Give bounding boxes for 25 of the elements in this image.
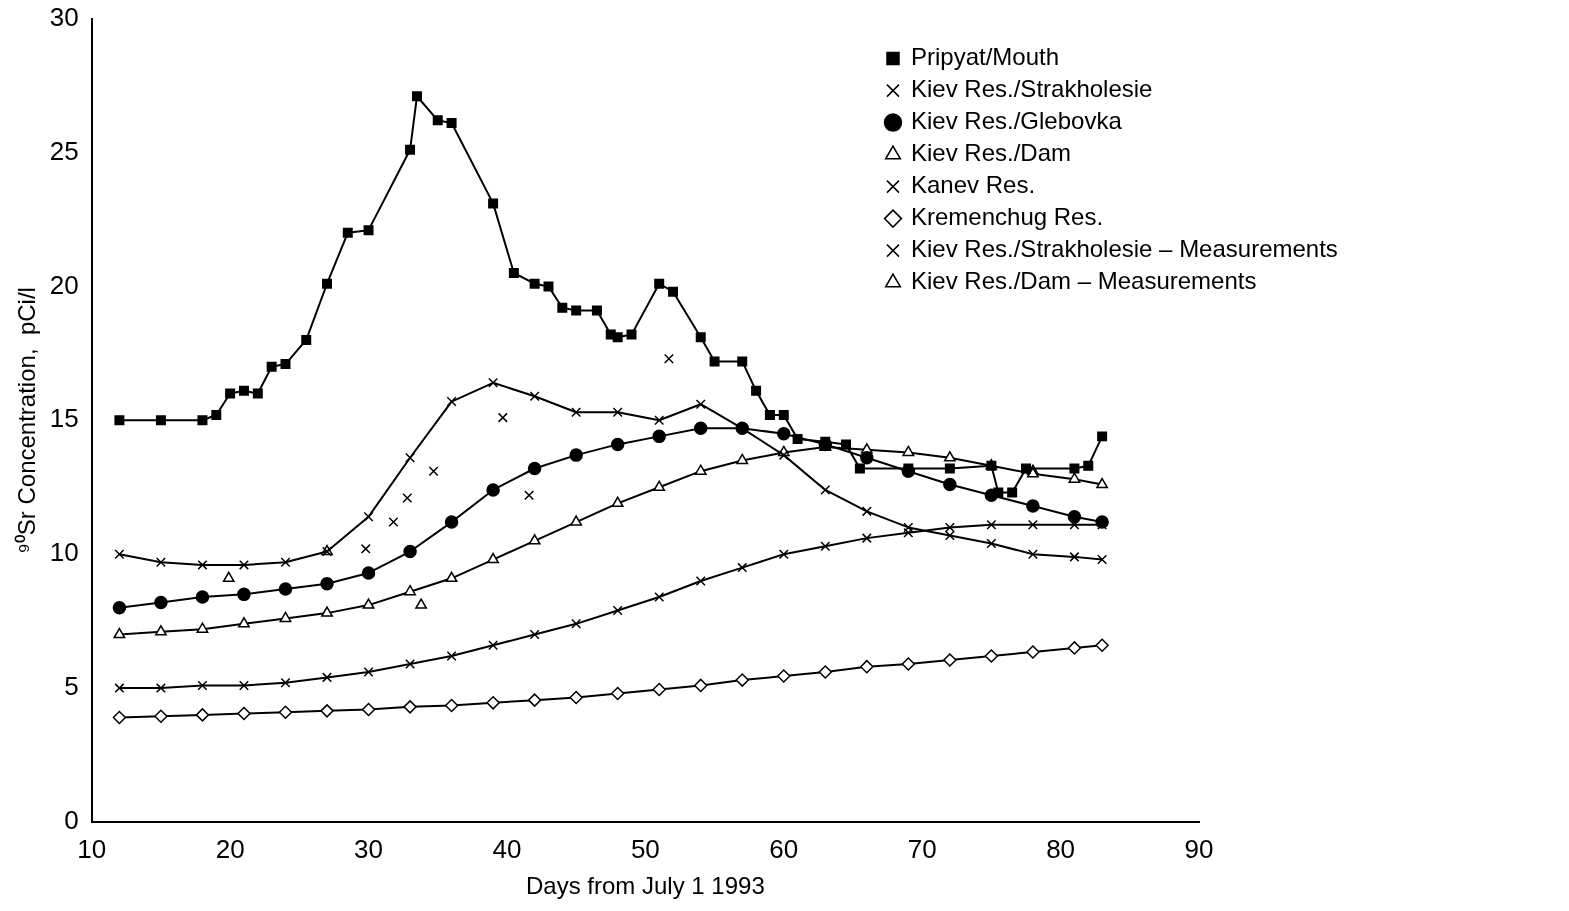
legend-label: Kiev Res./Glebovka — [911, 107, 1123, 135]
x-tick-label: 20 — [215, 833, 245, 864]
y-axis-title: ⁹⁰Sr Concentration, pCi/l — [13, 287, 41, 554]
legend-label: Kiev Res./Dam – Measurements — [911, 267, 1257, 295]
y-tick-label: 25 — [49, 135, 79, 166]
y-tick-label: 30 — [49, 1, 79, 32]
x-tick-label: 40 — [492, 833, 522, 864]
legend-label: Kiev Res./Dam — [911, 139, 1072, 167]
legend-label: Kremenchug Res. — [911, 203, 1104, 231]
legend-label: Kanev Res. — [911, 171, 1036, 199]
x-tick-label: 50 — [630, 833, 660, 864]
x-tick-label: 60 — [769, 833, 799, 864]
y-tick-label: 5 — [64, 671, 79, 702]
legend-label: Kiev Res./Strakholesie — [911, 75, 1153, 103]
legend-label: Kiev Res./Strakholesie – Measurements — [911, 235, 1338, 263]
y-tick-label: 0 — [64, 805, 79, 836]
legend-label: Pripyat/Mouth — [911, 43, 1060, 71]
x-tick-label: 90 — [1184, 833, 1214, 864]
x-tick-label: 80 — [1046, 833, 1076, 864]
x-tick-label: 30 — [354, 833, 383, 864]
y-tick-label: 20 — [49, 269, 79, 300]
y-tick-label: 10 — [49, 537, 79, 568]
x-tick-label: 70 — [907, 833, 937, 864]
y-tick-label: 15 — [49, 403, 79, 434]
x-axis-title: Days from July 1 1993 — [525, 872, 765, 900]
